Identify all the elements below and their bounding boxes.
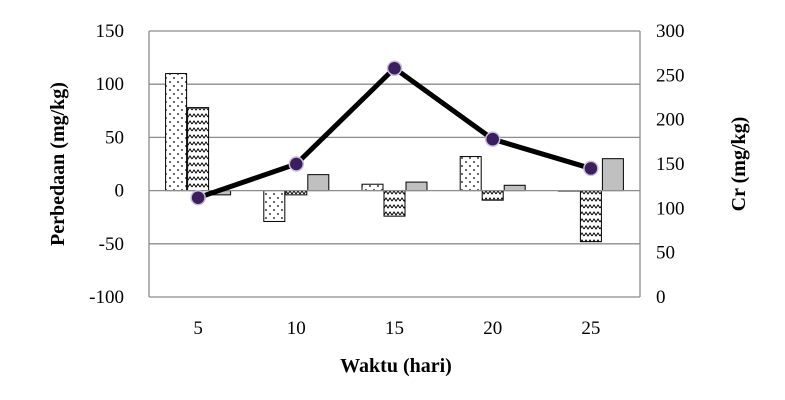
x-tick-label: 25 <box>581 318 600 339</box>
gridlines <box>149 30 640 298</box>
cr-point <box>484 131 501 147</box>
cr-line <box>197 65 592 201</box>
y2-tick-label: 250 <box>656 65 685 86</box>
bar-dots <box>361 183 384 192</box>
y-tick-label: 50 <box>105 127 124 148</box>
y-axis-title: Perbedaan (mg/kg) <box>47 82 69 246</box>
bar-grey <box>503 184 526 192</box>
y2-tick-label: 0 <box>656 287 666 308</box>
axes <box>148 31 641 297</box>
bar-zigzag <box>383 190 406 217</box>
y-tick-label: -50 <box>99 234 124 255</box>
y2-tick-label: 150 <box>656 154 685 175</box>
x-tick-label: 5 <box>193 318 203 339</box>
x-tick-label: 20 <box>483 318 502 339</box>
y-tick-label: 0 <box>115 181 125 202</box>
bar-zigzag <box>579 190 602 243</box>
cr-point <box>386 60 403 76</box>
tick-labels: -100 -50 0 50 100 150 0 50 100 150 200 250 300 5 10 15 2… <box>89 21 684 339</box>
y2-tick-label: 200 <box>656 110 685 131</box>
bar-dots <box>263 190 286 222</box>
y-tick-label: 100 <box>96 74 125 95</box>
bar-zigzag <box>187 107 210 192</box>
y2-tick-label: 300 <box>656 21 685 42</box>
bar-dots <box>165 73 188 192</box>
bar-grey <box>307 174 330 192</box>
y-tick-label: 150 <box>96 21 125 42</box>
x-axis-title: Waktu (hari) <box>340 355 452 377</box>
cr-line-series <box>190 60 599 206</box>
x-tick-label: 15 <box>385 318 404 339</box>
cr-point <box>583 160 599 177</box>
y2-axis-title: Cr (mg/kg) <box>728 117 750 212</box>
bar-grey <box>405 181 428 192</box>
cr-point <box>190 189 206 206</box>
y2-tick-label: 50 <box>656 243 675 264</box>
bar-zigzag <box>481 190 504 201</box>
y-tick-label: -100 <box>89 287 124 308</box>
y2-tick-label: 100 <box>656 198 685 219</box>
cr-point <box>288 156 305 172</box>
x-tick-label: 10 <box>287 318 306 339</box>
bar-grey <box>601 158 624 192</box>
bar-dots <box>459 156 482 192</box>
